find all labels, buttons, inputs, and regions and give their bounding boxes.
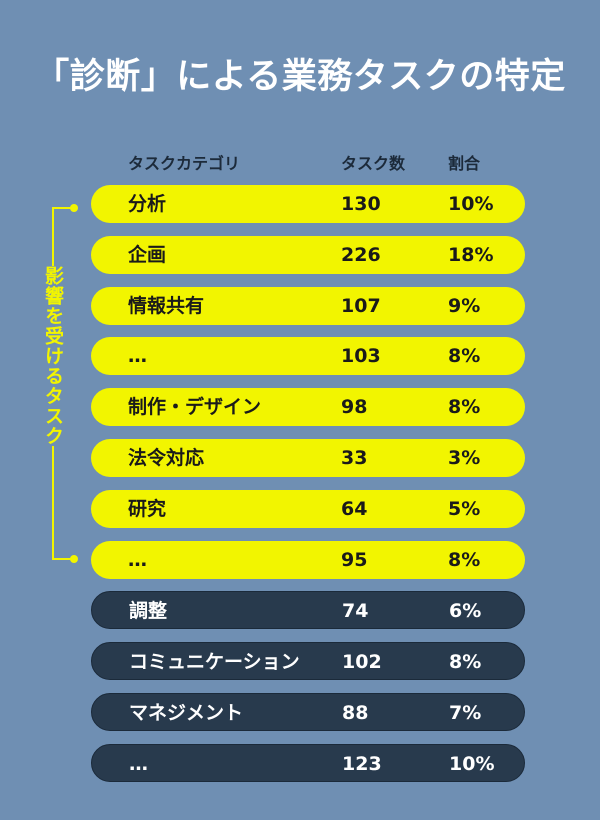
row-category: 情報共有 xyxy=(128,295,205,317)
row-count: 130 xyxy=(341,193,381,215)
row-count: 123 xyxy=(342,753,382,775)
bracket-bottom-dot xyxy=(70,555,78,563)
table-row: 情報共有 107 9% xyxy=(91,287,525,325)
row-count: 33 xyxy=(341,447,368,469)
row-category: マネジメント xyxy=(129,702,244,724)
table-row: マネジメント 88 7% xyxy=(91,693,525,731)
table-row: 企画 226 18% xyxy=(91,236,525,274)
row-category: 調整 xyxy=(129,600,168,622)
row-share: 10% xyxy=(448,193,494,215)
table-row: 法令対応 33 3% xyxy=(91,439,525,477)
row-category: 分析 xyxy=(128,193,167,215)
table-row: コミュニケーション 102 8% xyxy=(91,642,525,680)
column-header-category: タスクカテゴリ xyxy=(128,154,241,173)
column-header-share: 割合 xyxy=(448,154,481,173)
row-category: 制作・デザイン xyxy=(128,396,262,418)
table-row: 調整 74 6% xyxy=(91,591,525,629)
row-category: … xyxy=(128,345,147,367)
row-share: 8% xyxy=(449,651,482,673)
bracket-top-dot xyxy=(70,204,78,212)
table-row: 制作・デザイン 98 8% xyxy=(91,388,525,426)
table-row: … 95 8% xyxy=(91,541,525,579)
row-category: … xyxy=(129,753,148,775)
row-category: 企画 xyxy=(128,244,167,266)
table-row: … 103 8% xyxy=(91,337,525,375)
row-share: 5% xyxy=(448,498,481,520)
row-category: コミュニケーション xyxy=(129,651,300,673)
row-count: 107 xyxy=(341,295,381,317)
row-share: 8% xyxy=(448,549,481,571)
row-category: 研究 xyxy=(128,498,167,520)
row-count: 98 xyxy=(341,396,368,418)
row-share: 8% xyxy=(448,345,481,367)
column-header-count: タスク数 xyxy=(341,154,406,173)
affected-tasks-label: 影響を受けるタスク xyxy=(42,266,64,446)
row-share: 6% xyxy=(449,600,482,622)
chart-title: 「診断」による業務タスクの特定 xyxy=(34,57,566,97)
row-count: 102 xyxy=(342,651,382,673)
row-count: 88 xyxy=(342,702,369,724)
bracket-top-tick xyxy=(52,207,74,209)
bracket-bottom-tick xyxy=(52,558,74,560)
row-count: 95 xyxy=(341,549,368,571)
table-row: 分析 130 10% xyxy=(91,185,525,223)
row-share: 10% xyxy=(449,753,495,775)
row-category: 法令対応 xyxy=(128,447,205,469)
row-share: 8% xyxy=(448,396,481,418)
row-share: 7% xyxy=(449,702,482,724)
table-row: 研究 64 5% xyxy=(91,490,525,528)
row-count: 74 xyxy=(342,600,369,622)
row-share: 18% xyxy=(448,244,494,266)
table-row: … 123 10% xyxy=(91,744,525,782)
row-category: … xyxy=(128,549,147,571)
row-share: 9% xyxy=(448,295,481,317)
row-count: 64 xyxy=(341,498,368,520)
row-count: 226 xyxy=(341,244,381,266)
row-share: 3% xyxy=(448,447,481,469)
row-count: 103 xyxy=(341,345,381,367)
